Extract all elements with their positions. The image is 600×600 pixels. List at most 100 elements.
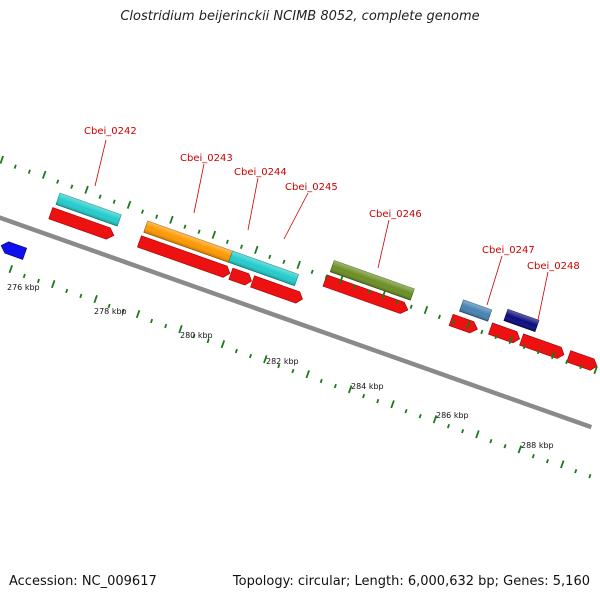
tick-mark bbox=[36, 278, 40, 284]
tick-mark bbox=[324, 274, 328, 279]
tick-mark bbox=[461, 428, 465, 434]
tick-mark bbox=[234, 348, 238, 354]
tick-mark bbox=[404, 408, 408, 414]
tick-mark bbox=[452, 319, 456, 325]
leader-cbei-0245 bbox=[283, 192, 309, 240]
label-cbei-0246[interactable]: Cbei_0246 bbox=[369, 209, 422, 220]
tick-mark bbox=[466, 320, 471, 330]
tick-mark bbox=[291, 368, 295, 374]
tick-mark bbox=[220, 340, 226, 349]
tick-mark bbox=[0, 155, 4, 164]
gene-cbei-0244-0245-box[interactable] bbox=[228, 250, 299, 287]
tick-mark bbox=[319, 378, 323, 384]
tick-mark bbox=[310, 269, 314, 274]
tick-mark bbox=[367, 289, 371, 295]
tick-mark bbox=[13, 164, 17, 169]
label-cbei-0247[interactable]: Cbei_0247 bbox=[482, 245, 535, 256]
gene-cbei-0243-box[interactable] bbox=[143, 220, 233, 263]
kbp-label-288: 288 kbp bbox=[521, 441, 554, 450]
tick-mark bbox=[93, 295, 98, 304]
tick-mark bbox=[27, 169, 31, 174]
tick-mark bbox=[381, 290, 386, 300]
tick-mark bbox=[579, 364, 583, 370]
tick-mark bbox=[296, 260, 301, 269]
tick-mark bbox=[42, 170, 47, 179]
tick-mark bbox=[8, 264, 13, 274]
kbp-label-286: 286 kbp bbox=[436, 411, 469, 420]
tick-mark bbox=[423, 305, 429, 315]
cds-arrow[interactable] bbox=[566, 350, 599, 372]
label-cbei-0248[interactable]: Cbei_0248 bbox=[527, 261, 580, 272]
label-cbei-0245[interactable]: Cbei_0245 bbox=[285, 182, 338, 193]
tick-mark bbox=[503, 443, 507, 449]
leader-cbei-0244 bbox=[247, 177, 259, 231]
cds-arrow-reverse[interactable] bbox=[0, 240, 28, 260]
tick-mark bbox=[225, 239, 229, 244]
tick-mark bbox=[409, 304, 413, 310]
tick-mark bbox=[305, 370, 310, 379]
tick-mark bbox=[183, 224, 187, 229]
cds-arrow[interactable] bbox=[322, 274, 410, 316]
tick-mark bbox=[98, 194, 102, 199]
leader-cbei-0247 bbox=[486, 255, 503, 306]
label-cbei-0242[interactable]: Cbei_0242 bbox=[84, 126, 137, 137]
kbp-label-280: 280 kbp bbox=[180, 331, 213, 340]
tick-mark bbox=[333, 383, 337, 389]
tick-mark bbox=[192, 333, 196, 339]
tick-mark bbox=[560, 460, 565, 469]
label-cbei-0243[interactable]: Cbei_0243 bbox=[180, 153, 233, 164]
leader-cbei-0246 bbox=[377, 219, 390, 269]
kbp-label-282: 282 kbp bbox=[266, 357, 299, 366]
label-cbei-0244[interactable]: Cbei_0244 bbox=[234, 167, 287, 178]
tick-mark bbox=[508, 335, 513, 345]
tick-mark bbox=[197, 229, 201, 234]
leader-cbei-0243 bbox=[193, 163, 205, 214]
tick-mark bbox=[169, 215, 174, 224]
cds-arrow[interactable] bbox=[48, 207, 116, 242]
tick-mark bbox=[353, 284, 357, 290]
gene-cbei-0247-box[interactable] bbox=[459, 299, 493, 322]
cds-arrow[interactable] bbox=[228, 267, 254, 287]
tick-mark bbox=[70, 184, 74, 189]
cds-arrow[interactable] bbox=[250, 275, 305, 305]
tick-mark bbox=[347, 385, 353, 394]
tick-mark bbox=[56, 179, 60, 184]
accession-label: Accession: NC_009617 bbox=[9, 574, 157, 589]
tick-mark bbox=[126, 200, 132, 209]
tick-mark bbox=[178, 325, 183, 334]
outer-gc-ticks bbox=[0, 155, 598, 375]
tick-mark bbox=[362, 393, 366, 399]
tick-mark bbox=[277, 363, 281, 369]
tick-mark bbox=[249, 353, 253, 359]
tick-mark bbox=[22, 273, 26, 279]
kbp-label-284: 284 kbp bbox=[351, 382, 384, 391]
leader-cbei-0242 bbox=[94, 139, 107, 187]
tick-mark bbox=[390, 400, 395, 409]
tick-mark bbox=[593, 365, 598, 375]
cds-arrow[interactable] bbox=[448, 313, 479, 335]
tick-mark bbox=[545, 459, 549, 464]
tick-mark bbox=[65, 288, 69, 294]
leader-cbei-0248 bbox=[537, 271, 549, 321]
tick-mark bbox=[574, 469, 578, 474]
map-title: Clostridium beijerinckii NCIMB 8052, com… bbox=[120, 9, 480, 24]
tick-mark bbox=[395, 299, 399, 305]
tick-mark bbox=[121, 308, 125, 314]
cds-arrow[interactable] bbox=[488, 322, 521, 345]
tick-mark bbox=[517, 445, 523, 454]
cds-arrow[interactable] bbox=[519, 333, 566, 360]
tick-mark bbox=[565, 359, 569, 365]
tick-mark bbox=[531, 454, 535, 459]
tick-mark bbox=[263, 355, 268, 364]
tick-mark bbox=[588, 474, 592, 479]
tick-mark bbox=[239, 244, 243, 249]
tick-mark bbox=[536, 349, 540, 355]
tick-mark bbox=[437, 314, 441, 320]
gene-cbei-0248-box[interactable] bbox=[503, 308, 540, 332]
cds-arrow[interactable] bbox=[137, 235, 231, 279]
kbp-label-276: 276 kbp bbox=[7, 283, 40, 292]
gene-cbei-0242-box[interactable] bbox=[55, 192, 122, 227]
tick-mark bbox=[446, 423, 450, 429]
gene-cbei-0246-box[interactable] bbox=[329, 260, 415, 301]
